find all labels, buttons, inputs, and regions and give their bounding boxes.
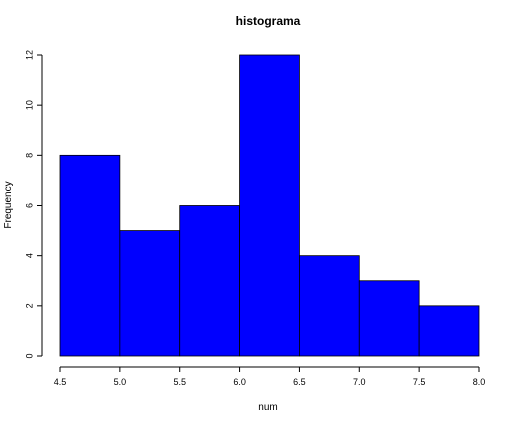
y-tick-label-1: 2	[24, 303, 34, 308]
x-axis-label: num	[258, 402, 277, 413]
x-tick-label-7: 8.0	[473, 377, 486, 387]
histogram-bar-1	[119, 230, 181, 357]
x-tick-label-4: 6.5	[293, 377, 306, 387]
histogram-bar-4	[299, 255, 360, 357]
histogram-bar-6	[418, 305, 480, 357]
y-tick-label-2: 4	[24, 253, 34, 258]
y-tick-label-3: 6	[24, 203, 34, 208]
chart-title: histograma	[236, 14, 301, 28]
y-axis-label: Frequency	[3, 181, 14, 228]
histogram-bar-5	[358, 280, 420, 357]
y-tick-label-5: 10	[24, 100, 34, 110]
x-tick-label-5: 7.0	[353, 377, 366, 387]
histogram-bar-0	[59, 154, 121, 357]
x-axis: 4.5 5.0 5.5 6.0 6.5 7.0 7.5 8.0	[54, 366, 486, 387]
y-tick-label-6: 12	[24, 50, 34, 60]
x-tick-label-1: 5.0	[114, 377, 127, 387]
x-tick-label-2: 5.5	[173, 377, 186, 387]
y-tick-label-0: 0	[24, 353, 34, 358]
x-tick-label-0: 4.5	[54, 377, 67, 387]
x-tick-label-3: 6.0	[233, 377, 246, 387]
bars-group	[59, 54, 480, 357]
x-tick-label-6: 7.5	[413, 377, 426, 387]
histogram-bar-2	[179, 205, 240, 357]
y-tick-label-4: 8	[24, 153, 34, 158]
y-axis: 0 2 4 6 8 10 12	[24, 50, 43, 359]
histogram-bar-3	[239, 54, 300, 357]
